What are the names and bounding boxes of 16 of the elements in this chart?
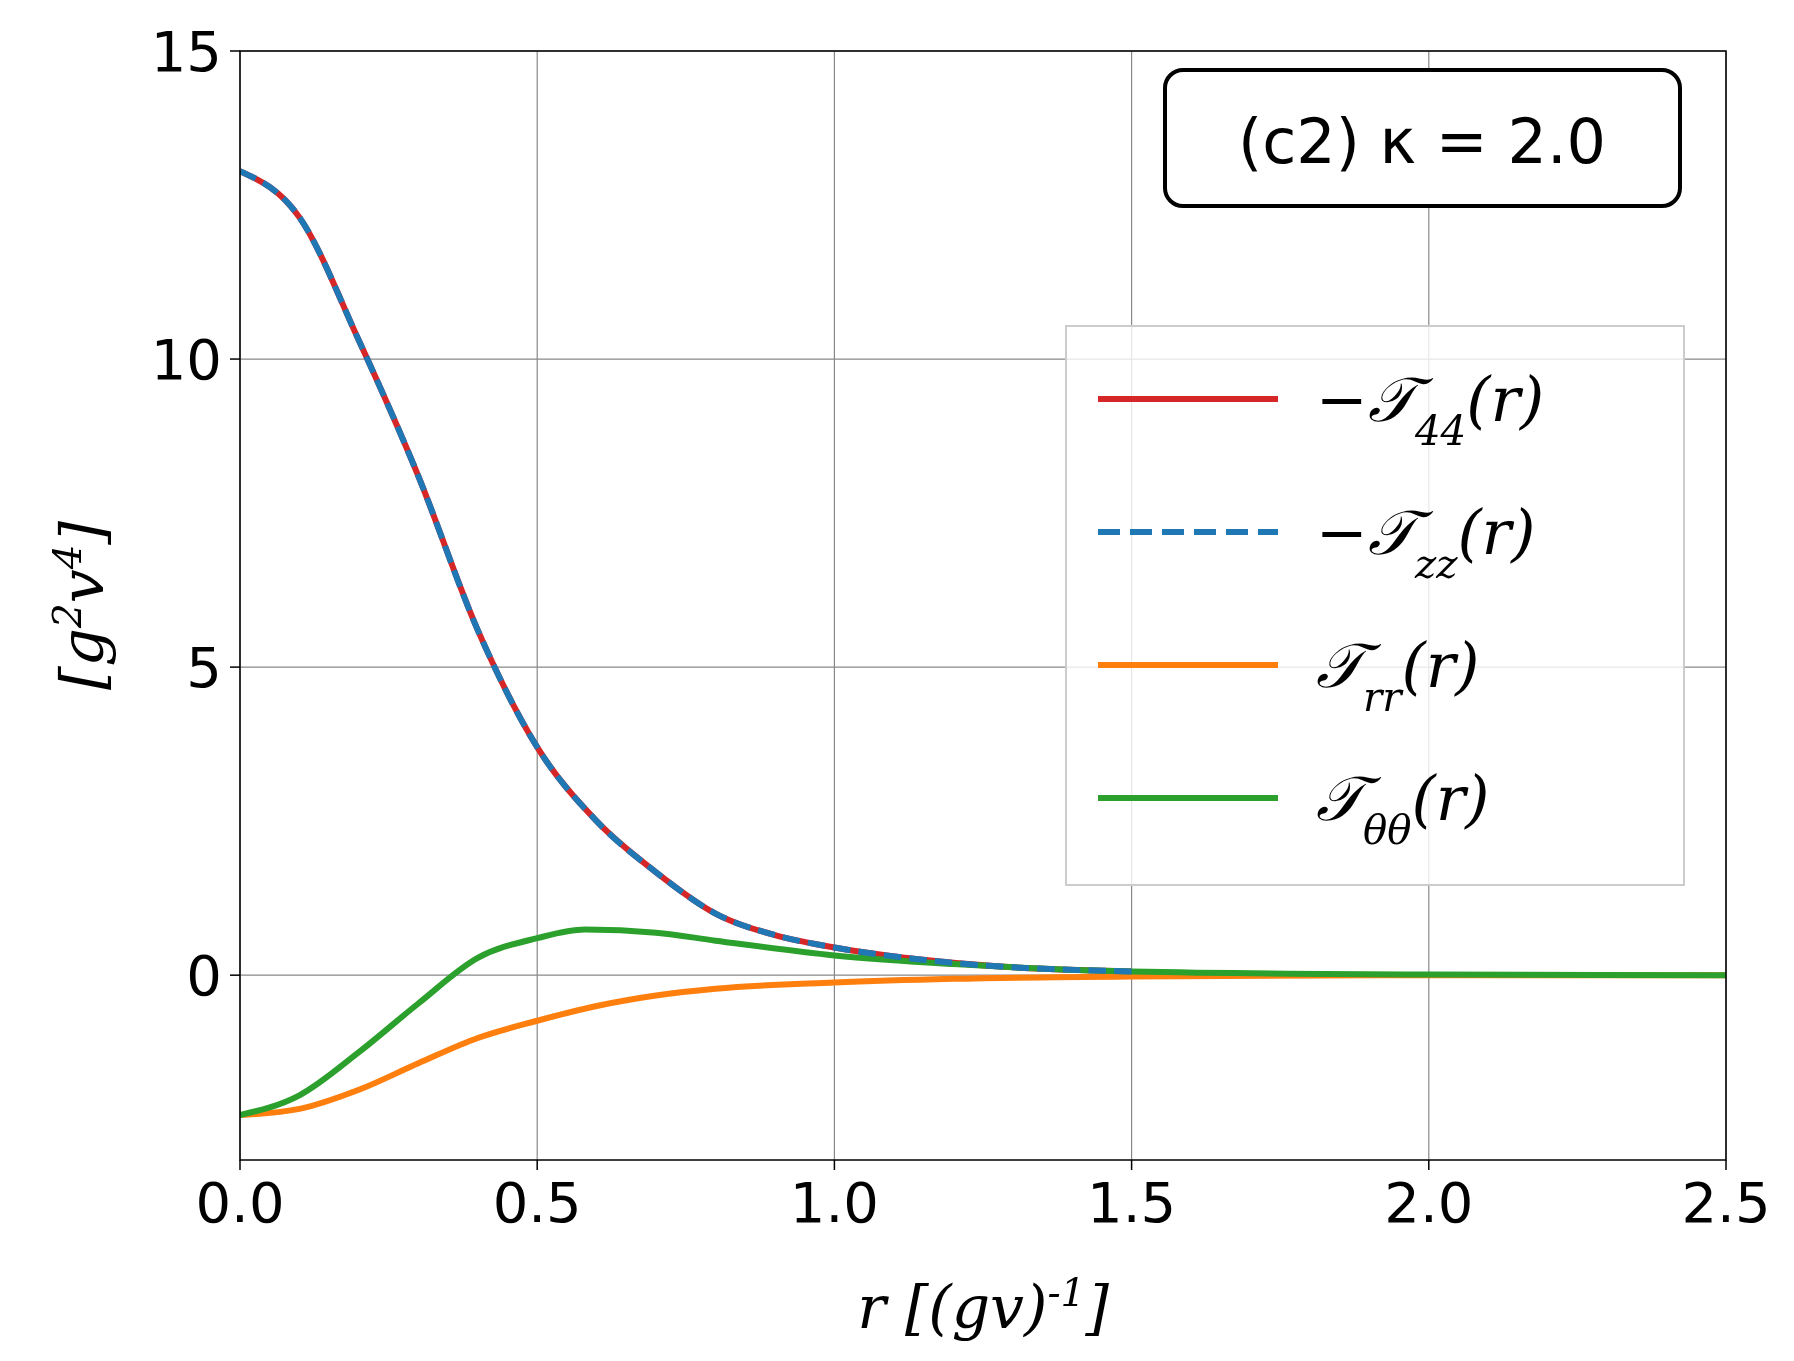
y-tick-label: 10 xyxy=(150,327,222,393)
y-tick-label: 0 xyxy=(186,943,222,1009)
legend-label: −𝒯$_{zz}$(r) xyxy=(1316,496,1536,588)
x-tick-label: 0.5 xyxy=(492,1170,582,1235)
legend-label: −𝒯$_{44}$(r) xyxy=(1316,363,1545,455)
x-tick-label: 0.0 xyxy=(195,1170,285,1235)
x-tick-label: 1.0 xyxy=(789,1170,879,1235)
x-axis-title: r [(gv)$^{-1}$] xyxy=(857,1269,1110,1342)
legend-label: 𝒯$_{θθ}$(r) xyxy=(1316,762,1490,854)
x-tick-label: 2.0 xyxy=(1384,1170,1474,1235)
x-tick-label: 2.5 xyxy=(1681,1170,1771,1235)
annotation: (c2) κ = 2.0 xyxy=(1237,105,1607,178)
y-tick-label: 5 xyxy=(186,635,222,701)
legend-label: 𝒯$_{rr}$(r) xyxy=(1316,629,1480,721)
x-tick-label: 1.5 xyxy=(1087,1170,1177,1235)
y-tick-label: 15 xyxy=(150,19,222,84)
